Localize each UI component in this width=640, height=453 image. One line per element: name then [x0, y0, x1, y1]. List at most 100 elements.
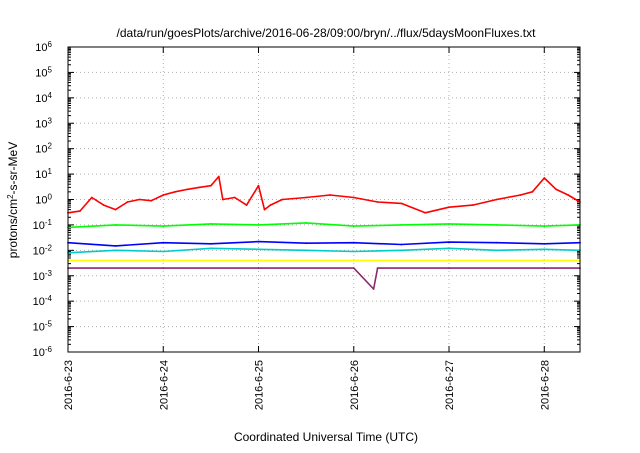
- series-point: [186, 188, 189, 191]
- series-point: [352, 196, 355, 199]
- series-point: [114, 249, 117, 252]
- series-point: [352, 225, 355, 228]
- series-point: [400, 249, 403, 252]
- y-tick-label: 101: [35, 167, 52, 182]
- y-axis-label-sup: 2: [6, 194, 15, 199]
- y-tick-label: 104: [35, 90, 52, 105]
- series-point: [555, 188, 558, 191]
- x-tick-label: 2016-6-24: [158, 360, 170, 410]
- series-point: [372, 288, 375, 290]
- series-point: [305, 249, 307, 252]
- y-axis-label: protons/cm2-s-sr-MeV: [6, 142, 21, 258]
- series-point: [79, 210, 81, 213]
- grid-lines: [68, 47, 580, 352]
- series-point: [257, 184, 260, 187]
- series-point: [217, 175, 220, 178]
- series-point: [257, 259, 260, 262]
- y-tick-label: 102: [35, 141, 52, 156]
- series-point: [162, 259, 165, 262]
- series-point: [245, 204, 248, 207]
- series-point: [162, 267, 165, 269]
- series-point: [400, 202, 403, 205]
- series-point: [126, 201, 129, 203]
- x-tick-label: 2016-6-27: [444, 360, 456, 410]
- series-point: [448, 267, 450, 269]
- series-point: [281, 198, 284, 201]
- series-point: [543, 259, 546, 262]
- series-point: [305, 242, 307, 245]
- y-tick-label: 10-5: [33, 319, 53, 334]
- series-point: [210, 247, 212, 250]
- series-line: [67, 222, 581, 229]
- series-point: [448, 241, 450, 244]
- series-line: [67, 247, 581, 254]
- series-point: [352, 241, 355, 244]
- series-lines: [67, 175, 581, 290]
- series-point: [210, 223, 212, 225]
- series-point: [114, 245, 117, 247]
- series-point: [269, 204, 272, 207]
- series-point: [198, 186, 200, 189]
- series-point: [221, 198, 224, 201]
- series-line: [67, 175, 581, 214]
- series-point: [543, 242, 546, 245]
- series-point: [495, 241, 498, 244]
- series-point: [329, 194, 331, 196]
- series-point: [162, 241, 165, 244]
- series-point: [174, 190, 177, 193]
- series-point: [448, 223, 450, 225]
- series-point: [263, 208, 266, 211]
- series-point: [114, 224, 117, 226]
- series-point: [543, 177, 546, 179]
- series-point: [162, 194, 165, 196]
- x-axis-label: Coordinated Universal Time (UTC): [234, 430, 418, 444]
- series-point: [305, 222, 307, 224]
- series-point: [352, 250, 355, 253]
- series-point: [531, 190, 534, 193]
- series-point: [376, 201, 379, 203]
- y-tick-label: 105: [35, 65, 52, 80]
- series-point: [352, 267, 355, 269]
- series-point: [305, 196, 307, 199]
- plot-frame: [67, 46, 581, 353]
- series-point: [102, 204, 105, 207]
- series-point: [495, 198, 498, 201]
- series-point: [495, 224, 498, 226]
- series-point: [162, 225, 165, 228]
- x-tick-label: 2016-6-23: [63, 360, 75, 410]
- series-point: [257, 267, 260, 269]
- y-axis-label-rest: -s-sr-MeV: [6, 142, 20, 195]
- series-point: [448, 259, 450, 262]
- x-tick-label: 2016-6-25: [254, 360, 266, 410]
- chart-title: /data/run/goesPlots/archive/2016-06-28/0…: [117, 26, 537, 40]
- series-point: [495, 249, 498, 252]
- y-tick-label: 10-1: [33, 217, 53, 232]
- series-point: [400, 224, 403, 226]
- series-point: [543, 225, 546, 228]
- series-point: [448, 247, 450, 250]
- series-point: [138, 198, 141, 201]
- series-point: [257, 248, 260, 251]
- series-point: [150, 199, 153, 202]
- y-tick-label: 103: [35, 116, 52, 131]
- series-point: [210, 184, 212, 187]
- series-line: [67, 240, 581, 247]
- series-point: [567, 194, 569, 196]
- series-point: [114, 208, 117, 211]
- series-point: [162, 250, 165, 253]
- series-point: [210, 242, 212, 245]
- series-point: [519, 194, 522, 196]
- series-point: [352, 259, 355, 262]
- y-tick-label: 106: [35, 40, 52, 55]
- y-tick-label: 10-3: [33, 268, 53, 283]
- series-point: [543, 267, 546, 269]
- x-tick-label: 2016-6-28: [539, 360, 551, 410]
- series-point: [543, 248, 546, 251]
- y-axis-label-base: protons/cm: [6, 199, 20, 258]
- x-tick-label: 2016-6-26: [349, 360, 361, 410]
- series-point: [90, 196, 93, 199]
- x-axis-ticks: 2016-6-23 2016-6-24 2016-6-25 2016-6-26 2016…: [63, 47, 551, 410]
- series-point: [257, 224, 260, 226]
